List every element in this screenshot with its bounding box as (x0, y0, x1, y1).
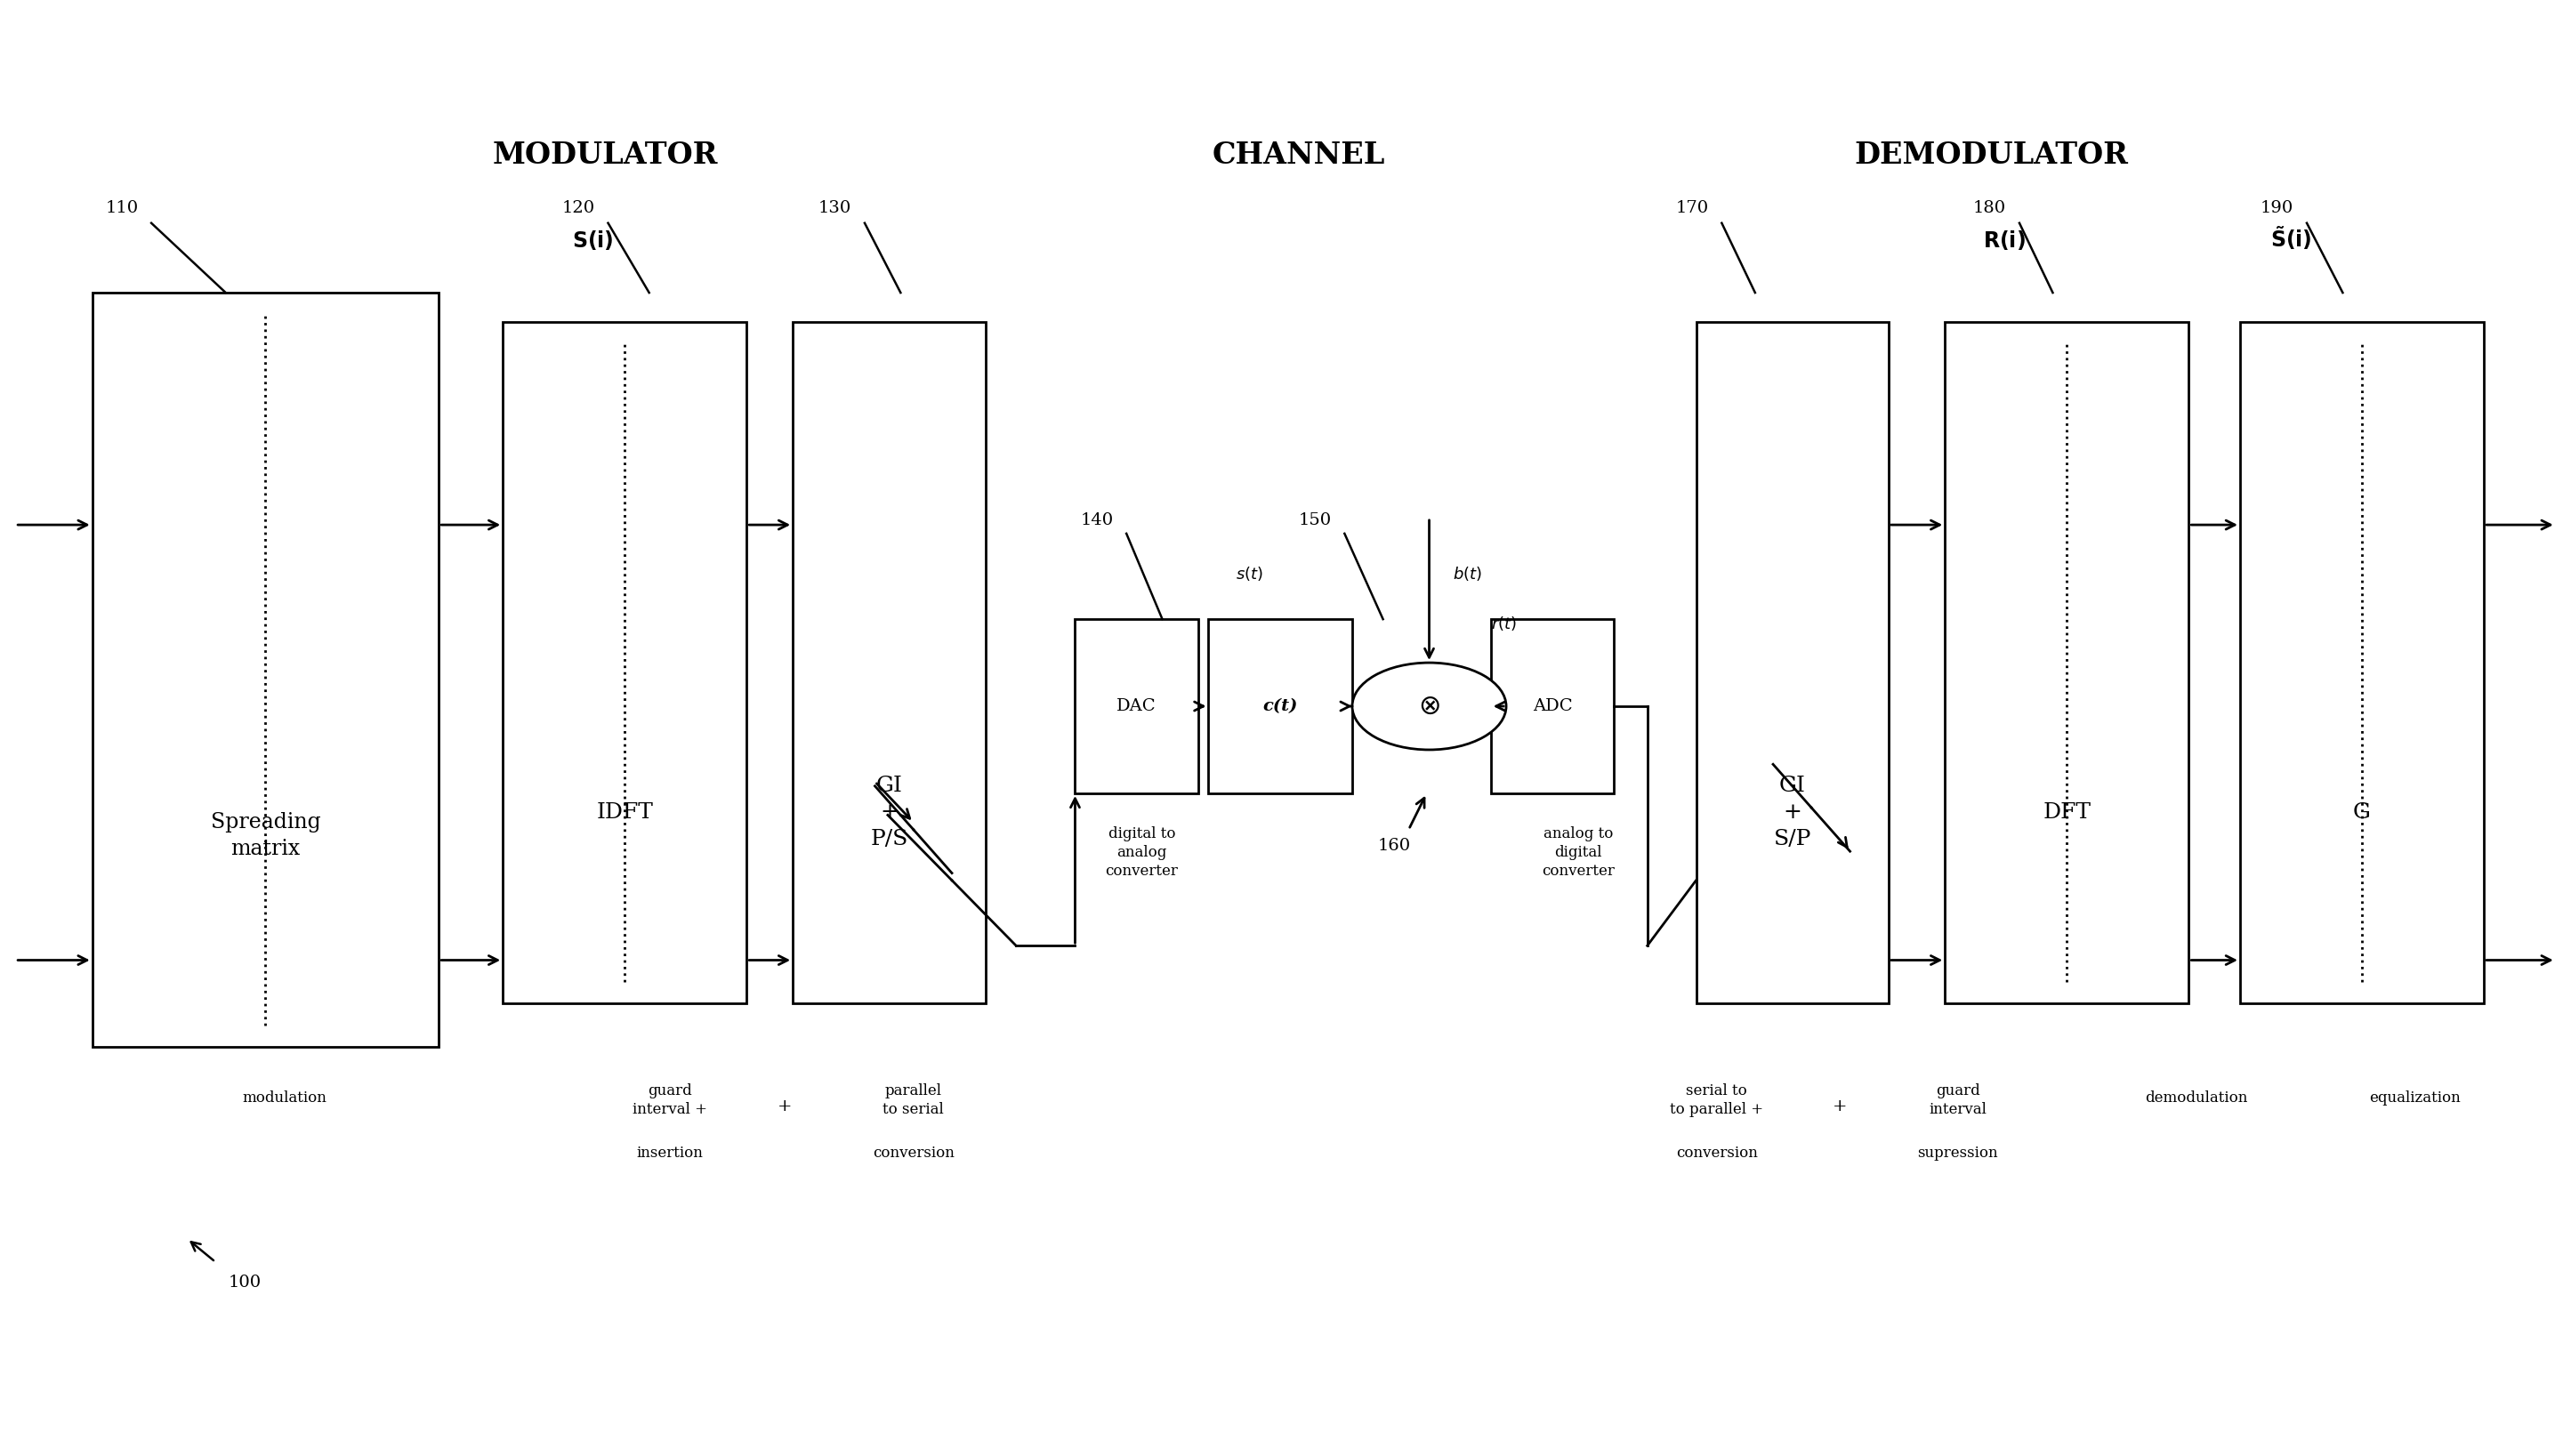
Text: G: G (2352, 802, 2370, 823)
Text: conversion: conversion (1676, 1146, 1759, 1160)
Text: $r(t)$: $r(t)$ (1491, 614, 1517, 632)
Bar (1491, 619, 1615, 794)
Text: CHANNEL: CHANNEL (1211, 140, 1386, 169)
Bar (1075, 619, 1198, 794)
Text: DAC: DAC (1116, 699, 1157, 715)
Bar (1946, 322, 2188, 1003)
Text: $s(t)$: $s(t)$ (1237, 565, 1262, 582)
Text: DFT: DFT (2044, 802, 2090, 823)
Text: parallel
to serial: parallel to serial (882, 1083, 944, 1117)
Text: digital to
analog
converter: digital to analog converter (1106, 827, 1178, 879)
Bar (1697, 322, 1890, 1003)
Text: 100: 100 (229, 1274, 262, 1290)
Bar (1208, 619, 1352, 794)
Text: 130: 130 (818, 201, 851, 217)
Text: Spreading
matrix: Spreading matrix (211, 812, 321, 859)
Text: modulation: modulation (242, 1091, 327, 1107)
Text: serial to
to parallel +: serial to to parallel + (1669, 1083, 1764, 1117)
Text: 150: 150 (1298, 513, 1332, 529)
Bar (504, 322, 746, 1003)
Text: MODULATOR: MODULATOR (494, 140, 717, 169)
Bar (2239, 322, 2484, 1003)
Text: $\mathbf{\tilde{S}(i)}$: $\mathbf{\tilde{S}(i)}$ (2270, 224, 2311, 252)
Text: c(t): c(t) (1262, 699, 1298, 715)
Circle shape (1352, 662, 1507, 750)
Text: $\otimes$: $\otimes$ (1419, 693, 1440, 719)
Text: $\mathbf{S(i)}$: $\mathbf{S(i)}$ (571, 229, 614, 252)
Text: 160: 160 (1378, 837, 1411, 853)
Text: IDFT: IDFT (596, 802, 653, 823)
Text: guard
interval: guard interval (1928, 1083, 1987, 1117)
Text: insertion: insertion (638, 1146, 702, 1160)
Text: GI
+
P/S: GI + P/S (869, 776, 908, 850)
Text: $b(t)$: $b(t)$ (1453, 565, 1483, 582)
Text: guard
interval +: guard interval + (632, 1083, 707, 1117)
Text: 120: 120 (563, 201, 594, 217)
Text: 140: 140 (1080, 513, 1113, 529)
Text: +: + (779, 1098, 792, 1114)
Text: equalization: equalization (2368, 1091, 2460, 1107)
Text: 190: 190 (2260, 201, 2293, 217)
Text: supression: supression (1918, 1146, 1998, 1160)
Bar (93, 293, 440, 1047)
Text: ADC: ADC (1532, 699, 1573, 715)
Text: DEMODULATOR: DEMODULATOR (1854, 140, 2129, 169)
Text: 180: 180 (1972, 201, 2005, 217)
Text: GI
+
S/P: GI + S/P (1774, 776, 1810, 850)
Text: demodulation: demodulation (2144, 1091, 2247, 1107)
Text: analog to
digital
converter: analog to digital converter (1543, 827, 1615, 879)
Text: conversion: conversion (872, 1146, 954, 1160)
Text: $\mathbf{R(i)}$: $\mathbf{R(i)}$ (1982, 229, 2026, 252)
Text: +: + (1833, 1098, 1846, 1114)
Text: 170: 170 (1676, 201, 1710, 217)
Text: 110: 110 (105, 201, 139, 217)
Bar (792, 322, 985, 1003)
